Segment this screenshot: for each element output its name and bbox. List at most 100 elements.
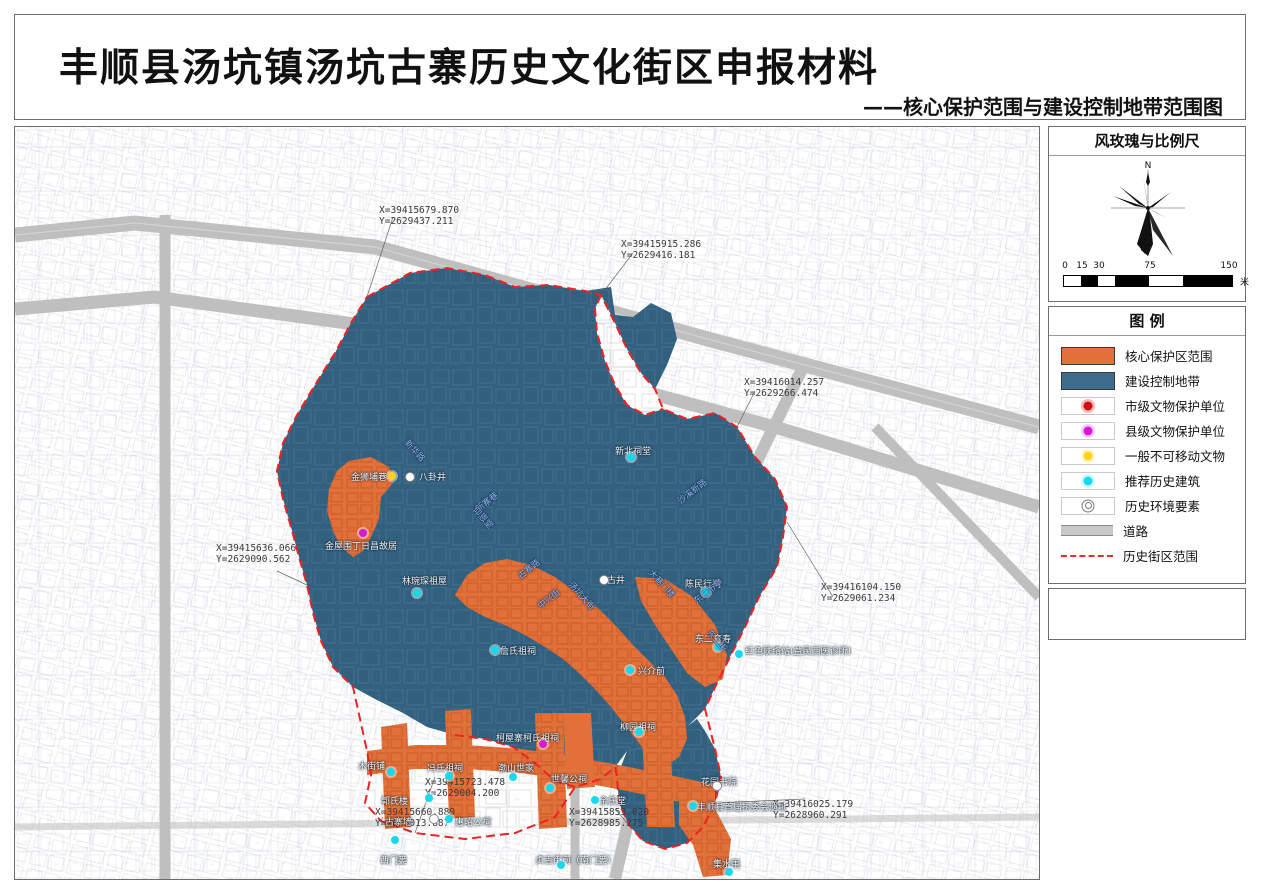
map-site-label: 木街铺 — [358, 762, 386, 772]
legend-panel-title: 图 例 — [1049, 307, 1245, 336]
heritage-point-marker-icon[interactable] — [445, 772, 453, 780]
legend-row: 县级文物保护单位 — [1049, 418, 1245, 443]
legend-panel: 图 例 核心保护区范围 建设控制地带市级文物保护单位 县级文物保护单位 一般不可移动文… — [1048, 306, 1246, 584]
legend-label: 建设控制地带 — [1125, 374, 1201, 389]
page-title: 丰顺县汤坑镇汤坑古寨历史文化街区申报材料 — [59, 46, 880, 91]
heritage-point-marker-icon[interactable] — [509, 773, 517, 781]
legend-swatch-icon — [1061, 346, 1115, 365]
map-site-label: 金屋围丁日昌故居 — [325, 542, 398, 552]
heritage-point-marker-icon[interactable] — [425, 794, 433, 802]
map-site-label: 世馨公祠 — [551, 775, 588, 785]
map-svg: 房1房1 房1房房1 — [15, 127, 1039, 879]
map-canvas[interactable]: 房1房1 房1房房1 — [15, 127, 1039, 879]
map-site-label: 贞吉街前（南门篓） — [535, 856, 617, 866]
legend-point-icon — [1061, 421, 1115, 440]
legend-point-icon — [1061, 446, 1115, 465]
coordinate-callout: X=39415723.478 Y=2629004.200 — [425, 777, 506, 799]
heritage-point-marker-icon[interactable] — [387, 768, 395, 776]
legend-row: 核心保护区范围 — [1049, 343, 1245, 368]
legend-dot-icon — [1083, 426, 1093, 435]
map-site-label: 林琬琛祖屋 — [402, 577, 448, 587]
heritage-point-marker-icon[interactable] — [725, 868, 733, 876]
historic-element-marker-icon[interactable] — [405, 472, 415, 482]
legend-label: 道路 — [1123, 524, 1149, 539]
legend-point-icon — [1061, 471, 1115, 490]
heritage-point-marker-icon[interactable] — [689, 802, 697, 810]
double-circle-icon — [1081, 499, 1095, 512]
historic-element-marker-icon[interactable] — [429, 814, 439, 824]
heritage-point-marker-icon[interactable] — [591, 796, 599, 804]
legend-label: 一般不可移动文物 — [1125, 449, 1226, 464]
legend-label: 历史环境要素 — [1125, 499, 1201, 514]
legend-row: 推荐历史建筑 — [1049, 468, 1245, 493]
scale-unit-label: 米 — [1239, 278, 1249, 288]
coordinate-callout: X=39416014.257 Y=2629266.474 — [744, 377, 825, 399]
coordinate-callout: X=39415660.889 Y=2629013.887 — [375, 807, 456, 829]
legend-row: 市级文物保护单位 — [1049, 393, 1245, 418]
legend-label: 历史街区范围 — [1123, 549, 1199, 564]
page-subtitle: ——核心保护范围与建设控制地带范围图 — [863, 95, 1223, 119]
map-site-label: 古井 — [607, 576, 626, 586]
map-site-label: 古寨墙 — [385, 818, 413, 828]
legend-dot-icon — [1083, 451, 1093, 460]
legend-point-icon — [1061, 396, 1115, 415]
heritage-point-marker-icon[interactable] — [635, 728, 643, 736]
map-site-label: 红色联络站(益民西医诊所) — [745, 647, 852, 657]
north-letter-label: N — [1145, 161, 1152, 171]
heritage-point-marker-icon[interactable] — [359, 529, 367, 537]
historic-district-boundary — [275, 266, 789, 851]
heritage-point-marker-icon[interactable] — [702, 588, 710, 596]
map-site-label: 八卦井 — [419, 473, 447, 483]
control-zone-polygon — [277, 268, 787, 787]
map-site-label: 集水围 — [713, 860, 741, 870]
heritage-point-marker-icon[interactable] — [714, 643, 722, 651]
scale-tick-30: 30 — [1093, 261, 1105, 271]
legend-row: 历史街区范围 — [1049, 543, 1245, 568]
heritage-point-marker-icon[interactable] — [413, 589, 421, 597]
legend-row: 一般不可移动文物 — [1049, 443, 1245, 468]
legend-double-circle-icon — [1061, 496, 1115, 515]
map-site-label: 余氏堂 — [599, 797, 627, 807]
heritage-point-marker-icon[interactable] — [388, 472, 396, 480]
map-site-label: 詹氏祖祠 — [500, 647, 537, 657]
map-frame[interactable]: 房1房1 房1房房1 — [14, 126, 1040, 880]
legend-dot-icon — [1083, 476, 1093, 485]
map-site-label: 冯氏祖祠 — [427, 764, 464, 774]
legend-label: 县级文物保护单位 — [1125, 424, 1226, 439]
legend-road-icon — [1061, 525, 1113, 536]
heritage-point-marker-icon[interactable] — [539, 740, 547, 748]
coordinate-callout: X=39416025.179 Y=2628960.291 — [773, 799, 854, 821]
historic-element-marker-icon[interactable] — [599, 575, 609, 585]
heritage-point-marker-icon[interactable] — [735, 650, 743, 658]
scale-tick-0: 0 — [1062, 261, 1068, 271]
heritage-point-marker-icon[interactable] — [626, 666, 634, 674]
wind-rose-icon: N — [1111, 161, 1185, 256]
historic-element-marker-icon[interactable] — [712, 781, 722, 791]
map-site-label: 惠昭公祠 — [455, 818, 492, 828]
heritage-point-marker-icon[interactable] — [491, 646, 499, 654]
map-site-label: 渤山世家 — [498, 764, 535, 774]
legend-label: 市级文物保护单位 — [1125, 399, 1226, 414]
title-block: 丰顺县汤坑镇汤坑古寨历史文化街区申报材料 ——核心保护范围与建设控制地带范围图 — [14, 14, 1246, 120]
heritage-point-marker-icon[interactable] — [391, 836, 399, 844]
heritage-point-marker-icon[interactable] — [557, 861, 565, 869]
coordinate-callout: X=39415636.066 Y=2629090.562 — [216, 543, 297, 565]
legend-label: 核心保护区范围 — [1125, 349, 1213, 364]
map-site-label: 东二育寿 — [695, 635, 732, 645]
legend-swatch-icon — [1061, 371, 1115, 390]
heritage-point-marker-icon[interactable] — [546, 784, 554, 792]
legend-dashed-line-icon — [1061, 554, 1113, 557]
legend-items: 核心保护区范围 建设控制地带市级文物保护单位 县级文物保护单位 一般不可移动文物推荐历… — [1049, 336, 1245, 568]
heritage-point-marker-icon[interactable] — [627, 453, 635, 461]
coordinate-callout: X=39415679.870 Y=2629437.211 — [379, 205, 460, 227]
legend-row: 建设控制地带 — [1049, 368, 1245, 393]
coordinate-callout: X=39415915.286 Y=2629416.181 — [621, 239, 702, 261]
scale-tick-150: 150 — [1220, 261, 1238, 271]
heritage-point-marker-icon[interactable] — [445, 815, 453, 823]
compass-body: N 0 15 30 — [1049, 156, 1249, 302]
core-zone-polygons — [327, 457, 731, 877]
compass-scale-panel: 风玫瑰与比例尺 N — [1048, 126, 1249, 302]
map-site-label: 陈民行祠 — [685, 580, 722, 590]
map-site-label: 郭氏楼 — [381, 797, 409, 807]
map-site-label: 柯屋寨柯氏祖祠 — [496, 734, 560, 744]
